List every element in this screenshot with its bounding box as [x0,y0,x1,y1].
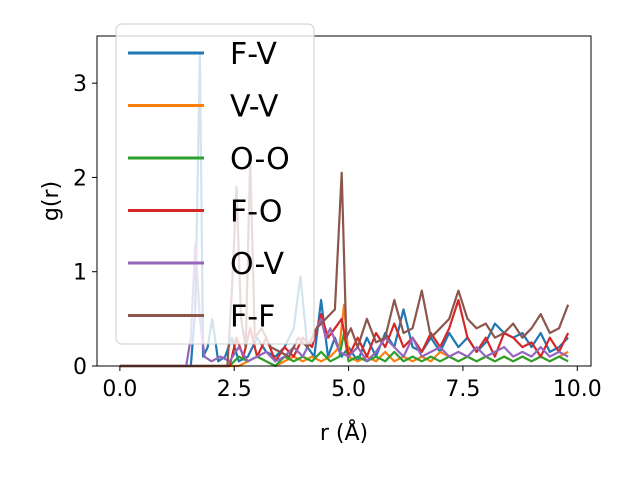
legend-box [115,23,315,345]
legend-label-o-v: O-V [230,247,285,282]
y-ticks: 0 1 2 3 [73,72,97,380]
x-axis-title: r (Å) [320,419,368,446]
y-axis-title: g(r) [39,181,64,221]
x-tick-label: 5.0 [331,377,366,402]
x-tick-label: 0.0 [102,377,137,402]
legend-items: F-V V-V O-O F-O O-V F-F [128,37,290,335]
plot-frame [96,35,592,367]
legend-label-o-o: O-O [230,142,290,177]
x-tick-label: 10.0 [553,377,602,402]
x-tick-label: 7.5 [445,377,480,402]
y-tick-label: 2 [73,166,87,191]
y-tick-label: 0 [73,355,87,380]
legend-label-f-o: F-O [230,195,283,230]
x-ticks: 0.0 2.5 5.0 7.5 10.0 [102,366,602,402]
y-tick-label: 3 [73,72,87,97]
legend-label-f-v: F-V [230,37,277,72]
x-tick-label: 2.5 [217,377,252,402]
legend-label-f-f: F-F [230,300,275,335]
series-line-f-o [119,298,570,368]
legend: F-V V-V O-O F-O O-V F-F [115,23,315,345]
legend-label-v-v: V-V [230,90,279,125]
series-line-o-o [119,331,569,368]
y-tick-label: 1 [73,261,87,286]
